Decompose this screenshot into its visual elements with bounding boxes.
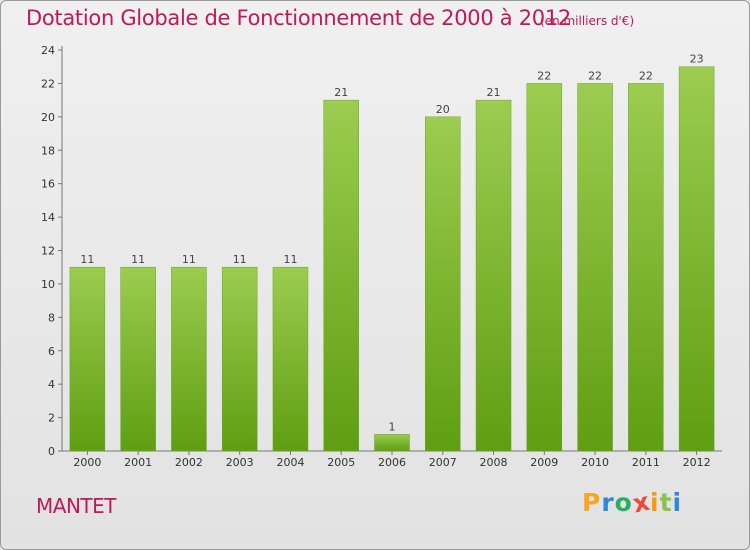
- y-tick-label: 20: [41, 111, 55, 124]
- bar-2012: [678, 66, 715, 452]
- bars: [69, 66, 715, 452]
- logo-letter: i: [650, 488, 660, 517]
- value-label: 11: [182, 253, 196, 266]
- bar-2008: [475, 99, 512, 452]
- y-tick-label: 24: [41, 44, 55, 57]
- value-label: 11: [80, 253, 94, 266]
- logo-letter: o: [614, 488, 633, 517]
- value-labels: 11 11 11 11 11 21 1 20 21 22 22 22 23: [80, 53, 703, 434]
- x-tick-label: 2009: [530, 456, 558, 469]
- bar-2002: [171, 266, 207, 452]
- value-label: 22: [639, 69, 653, 82]
- y-tick-label: 0: [48, 445, 55, 458]
- value-label: 1: [389, 420, 396, 433]
- bar-2011: [628, 83, 664, 452]
- y-tick-label: 14: [41, 211, 55, 224]
- x-tick-label: 2012: [683, 456, 711, 469]
- value-label: 22: [588, 69, 602, 82]
- value-label: 11: [233, 253, 247, 266]
- y-tick-label: 4: [48, 378, 55, 391]
- bar-2009: [526, 83, 563, 452]
- value-label: 11: [283, 253, 297, 266]
- proxiti-logo: Proxiti: [582, 487, 683, 519]
- y-tick-label: 10: [41, 278, 55, 291]
- bar-2007: [425, 116, 461, 452]
- chart-title: Dotation Globale de Fonctionnement de 20…: [26, 6, 571, 30]
- logo-letter: t: [659, 488, 673, 517]
- x-tick-label: 2010: [581, 456, 609, 469]
- y-tick-label: 2: [48, 412, 55, 425]
- value-label: 22: [537, 69, 551, 82]
- x-tick-label: 2000: [73, 456, 101, 469]
- value-label: 20: [436, 103, 450, 116]
- x-tick-label: 2006: [378, 456, 406, 469]
- bar-2005: [323, 99, 359, 452]
- x-tick-label: 2004: [276, 456, 304, 469]
- logo-letter: i: [672, 488, 683, 517]
- x-tick-label: 2003: [226, 456, 254, 469]
- value-label: 23: [690, 53, 704, 66]
- y-tick-label: 18: [41, 144, 55, 157]
- bar-2010: [577, 83, 613, 452]
- bar-2001: [120, 266, 156, 452]
- x-tick-label: 2005: [327, 456, 355, 469]
- x-tick-label: 2011: [632, 456, 660, 469]
- commune-name: MANTET: [36, 494, 116, 518]
- y-tick-label: 12: [41, 245, 55, 258]
- value-label: 21: [487, 86, 501, 99]
- bar-2000: [69, 266, 106, 452]
- y-tick-label: 16: [41, 178, 55, 191]
- logo-letter: P: [582, 488, 602, 517]
- y-tick-label: 6: [48, 345, 55, 358]
- y-tick-label: 22: [41, 77, 55, 90]
- bar-2004: [272, 266, 309, 452]
- x-tick-label: 2008: [480, 456, 508, 469]
- chart-subtitle: (en milliers d'€): [540, 14, 635, 28]
- x-tick-label: 2002: [175, 456, 203, 469]
- value-label: 21: [334, 86, 348, 99]
- x-tick-label: 2001: [124, 456, 152, 469]
- x-tick-label: 2007: [429, 456, 457, 469]
- bar-2006: [374, 434, 410, 452]
- value-label: 11: [131, 253, 145, 266]
- bar-2003: [221, 266, 258, 452]
- y-tick-label: 8: [48, 311, 55, 324]
- logo-letter: r: [601, 488, 615, 517]
